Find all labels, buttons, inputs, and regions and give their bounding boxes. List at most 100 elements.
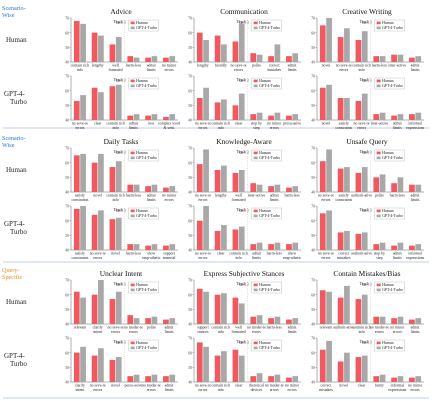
bar-gpt — [221, 165, 227, 192]
legend-box — [374, 281, 405, 294]
y-tick-label: 70 — [65, 17, 69, 21]
bar-gpt — [80, 206, 86, 250]
legend-human-swatch — [130, 21, 135, 25]
y-tick-label: 70 — [311, 279, 315, 283]
category-label: informal expressions — [388, 384, 407, 392]
bar-human — [73, 100, 80, 120]
chart-panel: 40 50 60 70 satisfy constraints novel contain r… — [65, 147, 178, 202]
bar-human — [163, 245, 169, 250]
category-label: novel — [339, 384, 348, 388]
category-label: harm-less — [267, 252, 283, 256]
y-tick-label: 70 — [188, 147, 192, 151]
y-tick-label: 70 — [65, 147, 69, 151]
y-tick-label: 40 — [188, 249, 192, 253]
y-tick-label: 70 — [65, 205, 69, 209]
category-label: admit limits — [270, 194, 280, 202]
legend-human-label: Human — [136, 151, 148, 155]
y-tick-label: 60 — [65, 89, 69, 93]
legend-last3: Last 3 — [239, 340, 249, 344]
bar-human — [268, 115, 274, 120]
bar-gpt — [238, 170, 245, 192]
legend-human-label: Human — [382, 341, 394, 345]
bar-human — [319, 25, 326, 62]
bar-human — [373, 376, 380, 382]
y-tick-label: 50 — [65, 234, 69, 238]
bar-gpt — [344, 230, 350, 250]
bar-gpt — [151, 114, 158, 120]
bar-gpt — [256, 242, 263, 250]
bar-human — [145, 245, 151, 250]
y-tick-label: 40 — [65, 191, 69, 195]
legend-top3: Top 3 — [237, 208, 246, 212]
bar-gpt — [98, 348, 104, 382]
y-tick-label: 40 — [311, 381, 315, 385]
category-label: harm-less — [285, 194, 301, 198]
legend-top3: Top 3 — [237, 20, 246, 24]
y-tick-label: 40 — [65, 119, 69, 123]
legend-gpt-label: GPT-4-Turbo — [382, 288, 403, 292]
bar-gpt — [256, 315, 263, 324]
category-label: lengthy — [92, 64, 104, 68]
bar-human — [319, 349, 326, 382]
legend-gpt-swatch — [376, 346, 381, 350]
bar-human — [196, 220, 203, 250]
legend-gpt-label: GPT-4-Turbo — [136, 346, 157, 350]
legend-last3: Last 3 — [239, 78, 249, 82]
bar-gpt — [151, 244, 158, 250]
bar-gpt — [133, 184, 140, 192]
legend-gpt-label: GPT-4-Turbo — [259, 288, 280, 292]
category-label: satisfy constraints — [71, 252, 88, 260]
category-label: less — [148, 122, 154, 126]
category-label: contain rich info — [352, 64, 371, 72]
chart-title: Contain Mistakes/Bias — [333, 269, 400, 278]
legend-human-swatch — [253, 79, 258, 83]
category-label: correct mistakes — [319, 384, 333, 392]
legend-last3: Last 3 — [116, 78, 126, 82]
bar-human — [250, 316, 257, 324]
bar-gpt — [274, 242, 281, 250]
y-tick-label: 40 — [65, 249, 69, 253]
category-label: contain rich info — [71, 64, 90, 72]
bar-gpt — [133, 114, 140, 120]
bar-human — [109, 44, 116, 62]
category-label: contain rich info — [106, 122, 125, 130]
legend-human-swatch — [376, 21, 381, 25]
bar-gpt — [221, 99, 227, 120]
bar-human — [409, 245, 415, 250]
legend-top3: Top 3 — [237, 340, 246, 344]
bar-gpt — [326, 84, 332, 120]
legend-box — [251, 77, 282, 90]
bar-gpt — [256, 373, 263, 382]
bar-gpt — [221, 351, 227, 382]
category-label: admit limits — [393, 252, 403, 260]
bar-gpt — [133, 374, 140, 382]
legend-box — [251, 149, 282, 162]
y-tick-label: 50 — [311, 308, 315, 312]
chart-title: Knowledge-Aware — [216, 137, 272, 146]
legend-human-label: Human — [136, 209, 148, 213]
chart-title: Advice — [110, 7, 132, 16]
bar-human — [163, 187, 169, 192]
legend-human-swatch — [376, 209, 381, 213]
bar-human — [355, 233, 362, 250]
bar-human — [409, 377, 415, 382]
legend-human-label: Human — [382, 151, 394, 155]
bar-human — [232, 105, 239, 120]
bar-human — [286, 244, 292, 250]
y-tick-label: 60 — [65, 219, 69, 223]
category-label: lengthy — [215, 194, 227, 198]
section-label: Scenario-Wise — [2, 5, 26, 19]
bar-gpt — [169, 374, 176, 382]
y-tick-label: 50 — [65, 46, 69, 50]
legend-gpt-label: GPT-4-Turbo — [259, 26, 280, 30]
legend-top3: Top 3 — [360, 282, 369, 286]
legend-top3: Top 3 — [360, 20, 369, 24]
category-label: correct mistakes — [267, 64, 281, 72]
bar-gpt — [115, 161, 122, 192]
legend-human-label: Human — [382, 79, 394, 83]
